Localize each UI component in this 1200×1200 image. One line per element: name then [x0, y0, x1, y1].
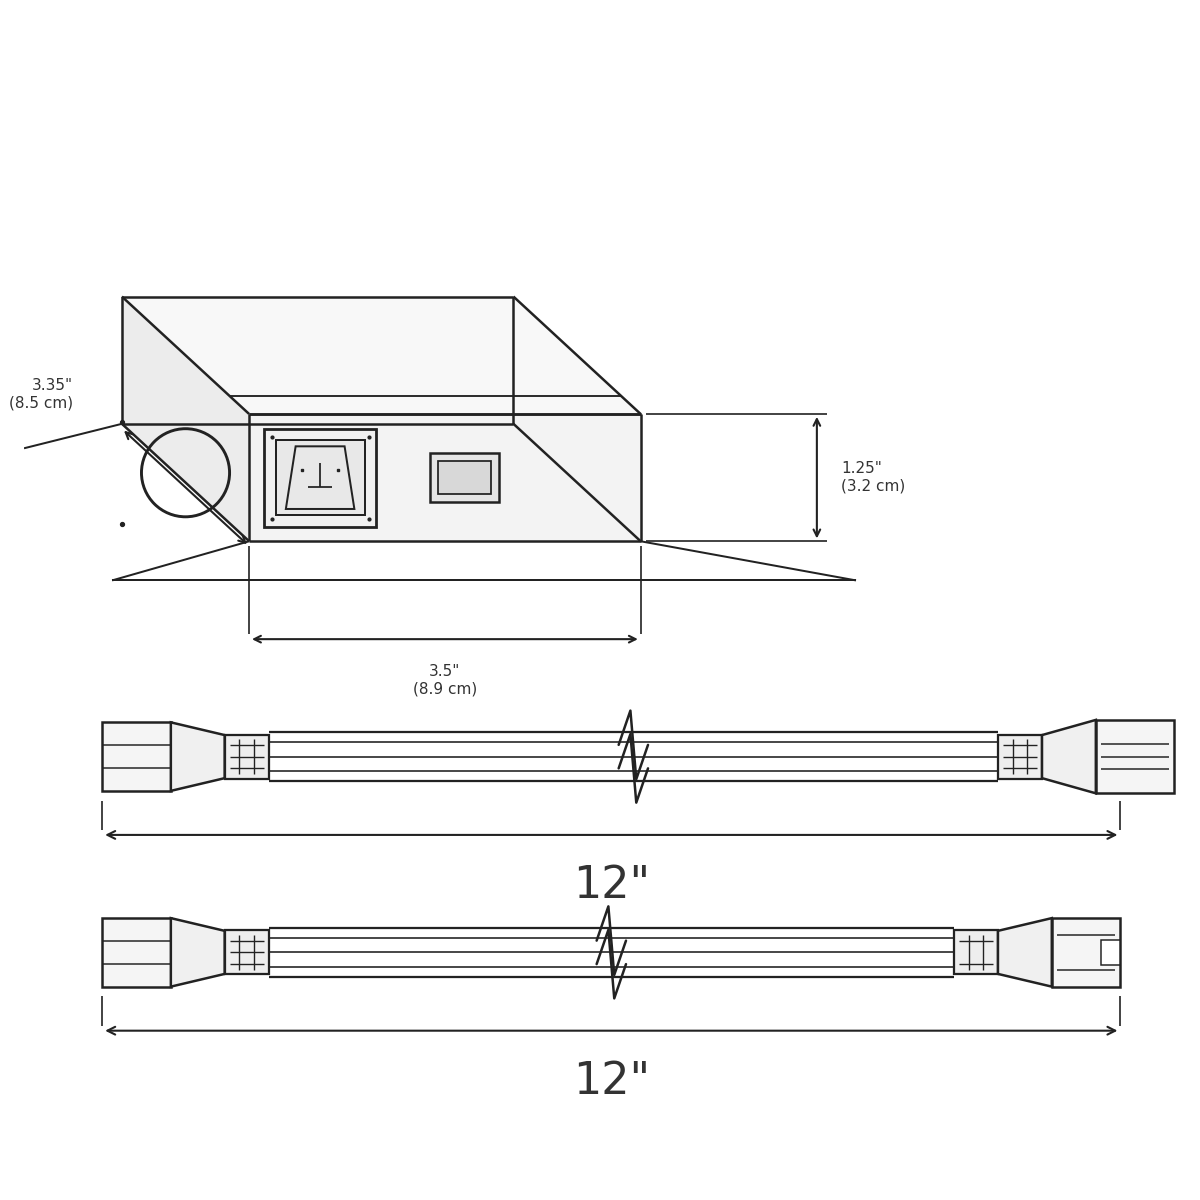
Bar	[431, 454, 499, 502]
Polygon shape	[170, 722, 224, 791]
Bar	[998, 734, 1042, 779]
Polygon shape	[1042, 720, 1096, 793]
Bar	[1100, 940, 1121, 965]
Bar	[954, 930, 998, 974]
Polygon shape	[122, 296, 250, 541]
Bar	[1096, 720, 1174, 793]
Text: 1.25"
(3.2 cm): 1.25" (3.2 cm)	[841, 462, 906, 494]
Bar	[264, 428, 377, 527]
Bar	[224, 734, 269, 779]
Bar	[438, 461, 491, 494]
Polygon shape	[998, 918, 1051, 986]
Polygon shape	[170, 918, 224, 986]
Text: 12": 12"	[572, 864, 650, 907]
Text: 3.35"
(8.5 cm): 3.35" (8.5 cm)	[8, 378, 73, 410]
Bar	[1051, 918, 1121, 986]
Bar	[102, 918, 170, 986]
Bar	[102, 722, 170, 791]
Bar	[224, 930, 269, 974]
Bar	[276, 440, 365, 515]
Text: 12": 12"	[572, 1060, 650, 1103]
Polygon shape	[250, 414, 641, 541]
Polygon shape	[122, 296, 641, 414]
Text: 3.5"
(8.9 cm): 3.5" (8.9 cm)	[413, 664, 478, 696]
